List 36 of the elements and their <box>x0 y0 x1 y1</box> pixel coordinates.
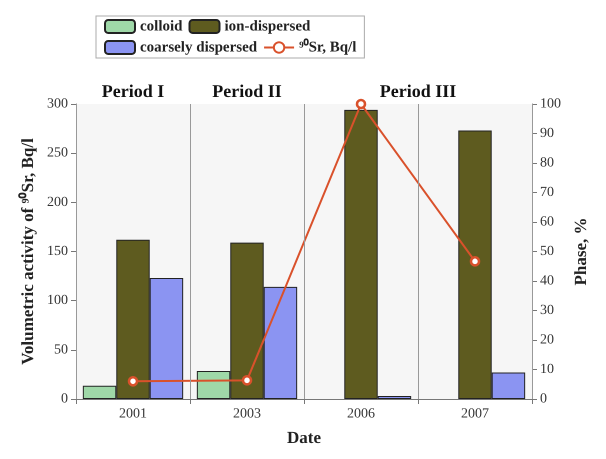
y-tick-label: 200 <box>47 194 68 210</box>
point <box>128 376 138 387</box>
y-tick-label: 150 <box>47 244 68 259</box>
y-tick-label: 0 <box>61 392 68 406</box>
y-tick-label: 50 <box>54 342 68 358</box>
legend-label: coarsely dispersed <box>140 40 258 56</box>
y2-tick-label: 40 <box>540 274 554 288</box>
y2-tick-label: 50 <box>540 244 554 259</box>
x-tick-label: 2001 <box>119 406 147 422</box>
y2-tick-label: 100 <box>540 96 561 112</box>
y2-axis-title: Phase, % <box>570 218 590 286</box>
y-tick-label: 300 <box>47 96 68 112</box>
y2-tick-label: 70 <box>540 185 554 200</box>
y2-tick-label: 30 <box>540 303 554 318</box>
x-tick-label: 2007 <box>461 406 489 422</box>
y2-tick-label: 90 <box>540 126 554 141</box>
legend-label: ion-dispersed <box>224 18 312 34</box>
y2-tick-label: 20 <box>540 332 554 348</box>
y2-tick-label: 60 <box>540 214 554 230</box>
x-tick-label: 2006 <box>347 406 375 422</box>
band-label: Period III <box>380 81 456 101</box>
y2-tick-label: 0 <box>540 392 547 406</box>
point <box>470 256 480 267</box>
x-axis-title: Date <box>287 428 322 447</box>
legend-label: ⁹⁰Sr, Bq/l <box>299 38 356 56</box>
y-tick-label: 250 <box>47 146 68 161</box>
point <box>356 98 366 110</box>
band-label: Period I <box>102 81 164 101</box>
y2-tick-label: 80 <box>540 156 554 170</box>
y2-tick-label: 10 <box>540 362 554 377</box>
y-tick-label: 100 <box>47 293 68 308</box>
x-tick-label: 2003 <box>233 406 261 422</box>
y-axis-title: Volumetric activity of ⁹⁰Sr, Bq/l <box>18 138 38 365</box>
legend-label: colloid <box>140 18 184 34</box>
band-label: Period II <box>212 81 282 101</box>
point <box>242 375 252 386</box>
